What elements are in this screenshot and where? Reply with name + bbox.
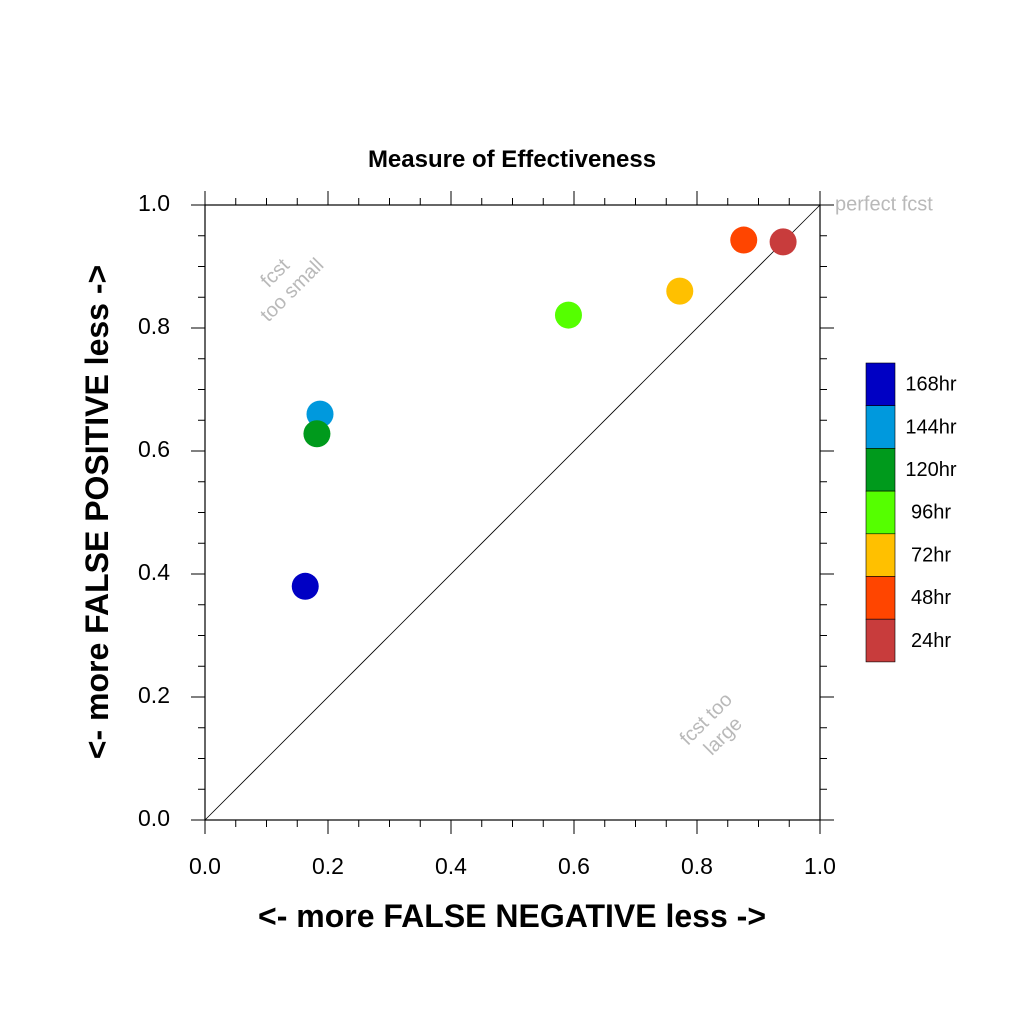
legend-label-144hr: 144hr: [905, 416, 956, 438]
y-tick-label: 0.6: [138, 436, 170, 462]
x-tick-label: 0.4: [435, 853, 467, 879]
legend-swatch-96hr: [865, 490, 896, 535]
point-72hr: [666, 277, 694, 305]
legend-label-96hr: 96hr: [911, 502, 951, 524]
perfect-forecast-diagonal: [204, 204, 821, 821]
y-tick-label: 0.0: [138, 805, 170, 831]
legend-swatch-120hr: [865, 448, 896, 492]
legend-swatch-72hr: [865, 533, 896, 577]
legend-label-24hr: 24hr: [911, 630, 951, 652]
x-tick-label: 0.0: [189, 853, 221, 879]
x-tick-label: 0.6: [558, 853, 590, 879]
x-axis-label: <- more FALSE NEGATIVE less ->: [258, 898, 766, 934]
y-tick-label: 0.2: [138, 682, 170, 708]
point-24hr: [769, 228, 797, 256]
y-tick-labels: 0.0 0.2 0.4 0.6 0.8 1.0: [138, 190, 170, 831]
point-96hr: [554, 301, 582, 329]
x-tick-label: 0.2: [312, 853, 344, 879]
y-axis-label: <- more FALSE POSITIVE less ->: [79, 265, 115, 759]
legend-label-72hr: 72hr: [911, 544, 951, 566]
point-168hr: [291, 572, 319, 600]
y-tick-label: 1.0: [138, 190, 170, 216]
legend-swatch-24hr: [865, 618, 896, 663]
chart-title: Measure of Effectiveness: [368, 146, 656, 173]
annotation-perfect-fcst: perfect fcst: [835, 193, 933, 215]
data-points: [291, 226, 797, 600]
legend-swatch-144hr: [865, 405, 896, 449]
y-tick-label: 0.4: [138, 559, 170, 585]
y-tick-label: 0.8: [138, 313, 170, 339]
legend-swatch-48hr: [865, 576, 896, 620]
legend-label-48hr: 48hr: [911, 587, 951, 609]
legend: 168hr 144hr 120hr 96hr 72hr 48hr 24hr: [865, 362, 957, 663]
point-48hr: [730, 226, 758, 254]
legend-swatch-168hr: [865, 362, 896, 407]
x-tick-label: 1.0: [804, 853, 836, 879]
x-tick-label: 0.8: [681, 853, 713, 879]
point-120hr: [303, 420, 331, 448]
x-tick-labels: 0.0 0.2 0.4 0.6 0.8 1.0: [189, 853, 836, 879]
annotation-fcst-too-large: fcst too large: [676, 689, 747, 760]
tick-marks: [191, 191, 834, 834]
legend-label-168hr: 168hr: [905, 374, 956, 396]
legend-label-120hr: 120hr: [905, 459, 956, 481]
annotation-fcst-too-small: fcst too small: [256, 254, 328, 326]
